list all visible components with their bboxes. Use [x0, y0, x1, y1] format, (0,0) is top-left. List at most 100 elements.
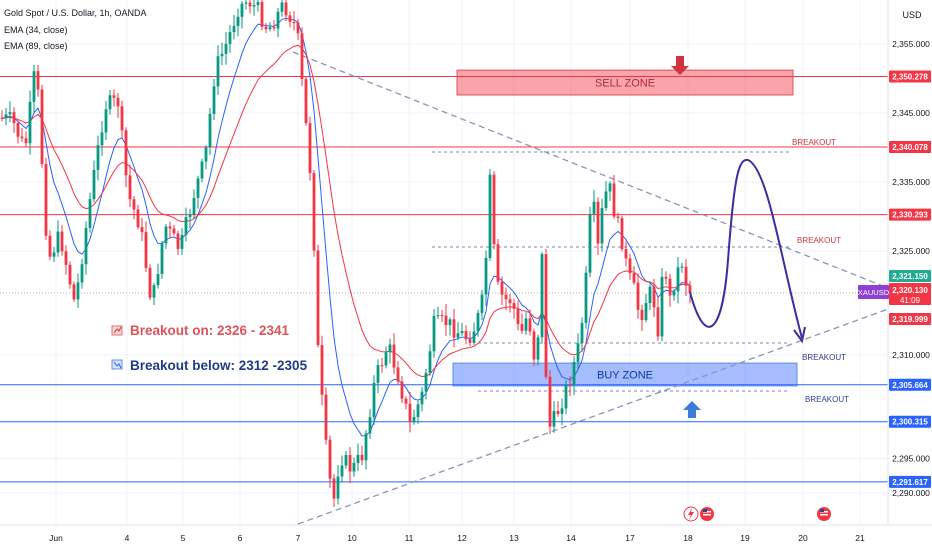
candle-body[interactable] — [656, 307, 660, 337]
candle-body[interactable] — [580, 322, 584, 344]
candle-body[interactable] — [60, 231, 64, 252]
candle-body[interactable] — [472, 331, 476, 343]
candle-body[interactable] — [256, 1, 260, 5]
candle-body[interactable] — [468, 339, 472, 343]
candle-body[interactable] — [208, 113, 212, 148]
candle-body[interactable] — [444, 315, 448, 326]
candle-body[interactable] — [212, 86, 216, 114]
candle-body[interactable] — [52, 252, 56, 257]
symbol-tag[interactable] — [858, 285, 889, 299]
candle-body[interactable] — [504, 294, 508, 300]
candle-body[interactable] — [396, 367, 400, 382]
candle-body[interactable] — [284, 2, 288, 16]
candle-body[interactable] — [132, 199, 136, 210]
candle-body[interactable] — [288, 15, 292, 22]
candle-body[interactable] — [156, 274, 160, 286]
candle-body[interactable] — [12, 112, 16, 124]
candle-body[interactable] — [460, 330, 464, 334]
candle-body[interactable] — [292, 21, 296, 23]
candle-body[interactable] — [300, 33, 304, 80]
candle-body[interactable] — [128, 175, 132, 200]
candle-body[interactable] — [616, 216, 620, 218]
candle-body[interactable] — [268, 27, 272, 30]
candle-body[interactable] — [596, 201, 600, 244]
candle-body[interactable] — [524, 318, 528, 331]
candle-body[interactable] — [20, 136, 24, 139]
candle-body[interactable] — [632, 273, 636, 283]
candle-body[interactable] — [644, 302, 648, 321]
candle-body[interactable] — [316, 250, 320, 346]
candle-body[interactable] — [568, 385, 572, 387]
price-level-tag[interactable] — [889, 283, 931, 305]
candle-body[interactable] — [384, 352, 388, 366]
candle-body[interactable] — [120, 106, 124, 131]
candle-body[interactable] — [312, 173, 316, 251]
candle-body[interactable] — [648, 286, 652, 303]
candle-body[interactable] — [440, 315, 444, 317]
candle-body[interactable] — [44, 164, 48, 236]
price-level-tag[interactable] — [889, 378, 931, 391]
candle-body[interactable] — [628, 258, 632, 274]
candle-body[interactable] — [136, 209, 140, 228]
time-axis[interactable]: Jun 4 5 6 7 10 11 12 13 14 17 18 19 20 21 — [0, 524, 932, 550]
candle-body[interactable] — [344, 455, 348, 466]
candle-body[interactable] — [676, 267, 680, 292]
candle-body[interactable] — [92, 169, 96, 200]
candle-body[interactable] — [640, 309, 644, 321]
candle-body[interactable] — [576, 343, 580, 363]
candle-body[interactable] — [72, 284, 76, 300]
candle-body[interactable] — [464, 330, 468, 340]
candle-body[interactable] — [496, 244, 500, 282]
candle-body[interactable] — [108, 95, 112, 110]
candle-body[interactable] — [56, 231, 60, 253]
candle-body[interactable] — [516, 308, 520, 325]
candle-body[interactable] — [560, 408, 564, 414]
candle-body[interactable] — [32, 71, 36, 102]
price-level-tag[interactable] — [889, 313, 931, 325]
price-level-tag[interactable] — [889, 208, 931, 221]
candle-body[interactable] — [684, 266, 688, 286]
candle-body[interactable] — [672, 291, 676, 296]
candle-body[interactable] — [96, 145, 100, 170]
candle-body[interactable] — [200, 161, 204, 179]
candle-body[interactable] — [380, 365, 384, 367]
candle-body[interactable] — [572, 362, 576, 386]
candle-body[interactable] — [420, 391, 424, 405]
candle-body[interactable] — [376, 365, 380, 383]
candle-body[interactable] — [500, 281, 504, 295]
candle-body[interactable] — [272, 27, 276, 29]
candle-body[interactable] — [328, 439, 332, 479]
candle-body[interactable] — [340, 465, 344, 477]
candle-body[interactable] — [8, 112, 12, 115]
candle-body[interactable] — [84, 227, 88, 265]
candle-body[interactable] — [476, 312, 480, 332]
candle-body[interactable] — [660, 276, 664, 337]
candle-body[interactable] — [152, 285, 156, 298]
candle-body[interactable] — [352, 462, 356, 472]
candle-body[interactable] — [360, 454, 364, 461]
candle-body[interactable] — [688, 285, 692, 294]
candle-body[interactable] — [544, 254, 548, 377]
candle-body[interactable] — [68, 264, 72, 285]
candle-body[interactable] — [180, 234, 184, 249]
candle-body[interactable] — [264, 26, 268, 30]
candle-body[interactable] — [364, 433, 368, 461]
price-axis[interactable]: 2,355.000 2,345.000 2,335.000 2,325.000 2,31… — [858, 0, 932, 550]
candle-body[interactable] — [348, 455, 352, 472]
candle-body[interactable] — [620, 217, 624, 249]
candle-body[interactable] — [324, 394, 328, 440]
candle-body[interactable] — [388, 344, 392, 353]
candle-body[interactable] — [492, 174, 496, 245]
price-level-tag[interactable] — [889, 270, 931, 282]
candle-body[interactable] — [372, 382, 376, 418]
candle-body[interactable] — [428, 351, 432, 373]
candle-body[interactable] — [356, 454, 360, 463]
candle-body[interactable] — [220, 53, 224, 57]
candle-body[interactable] — [240, 3, 244, 17]
candle-body[interactable] — [412, 417, 416, 423]
candle-body[interactable] — [416, 404, 420, 418]
candle-body[interactable] — [488, 174, 492, 258]
candle-body[interactable] — [228, 32, 232, 44]
price-level-tag[interactable] — [889, 140, 931, 153]
candle-body[interactable] — [48, 235, 52, 257]
